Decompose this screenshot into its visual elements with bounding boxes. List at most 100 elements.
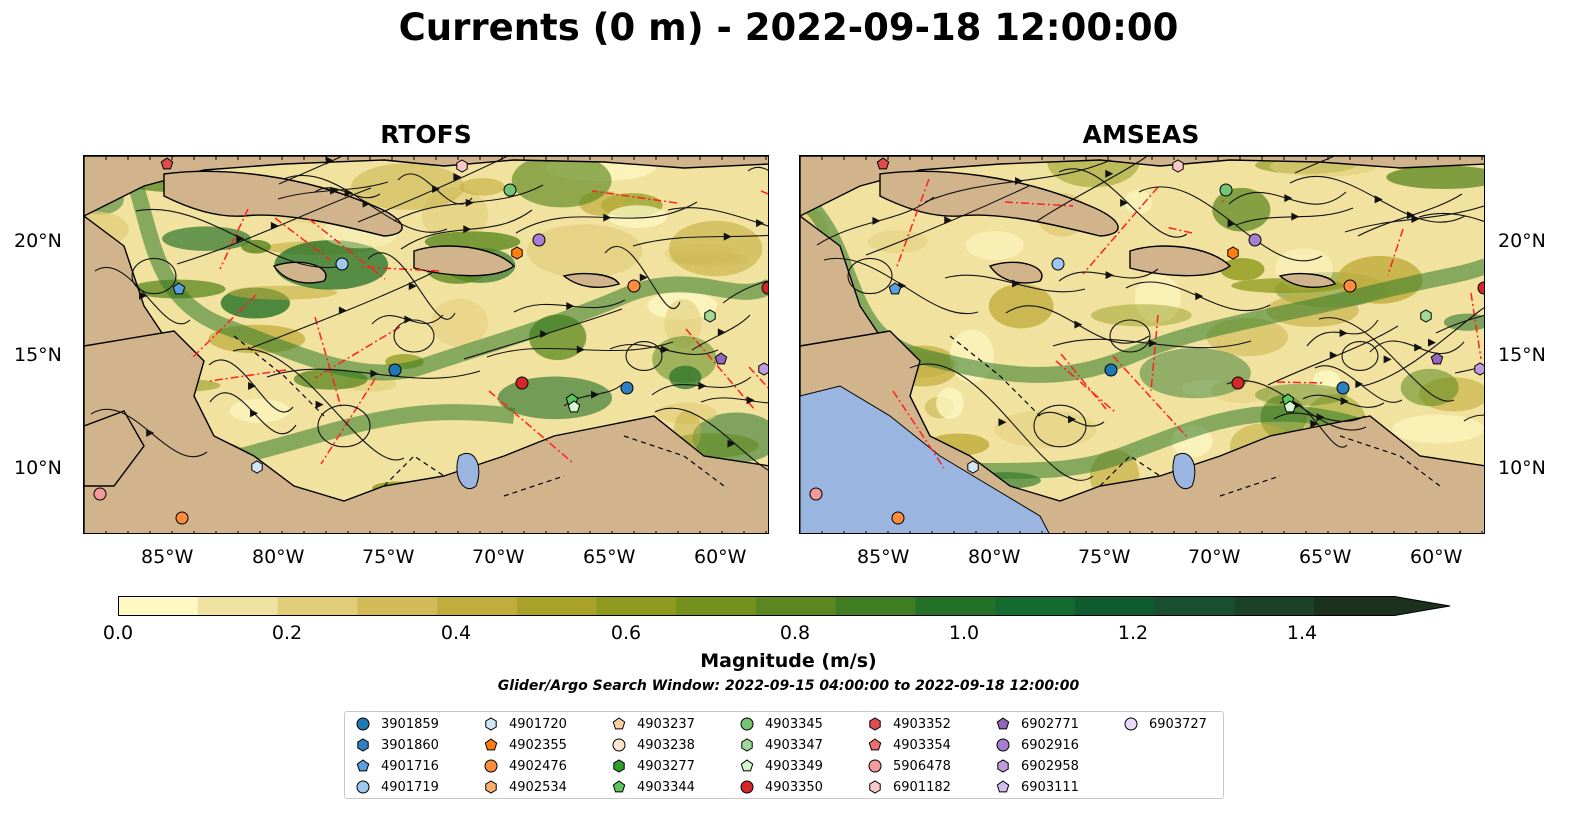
float-marker-pentagon	[172, 282, 186, 295]
current-magnitude-patch	[1047, 156, 1140, 188]
eez-boundary	[209, 369, 287, 382]
float-marker-pentagon	[356, 759, 370, 772]
lon-tick-label: 80°W	[252, 546, 305, 568]
current-magnitude-patch	[1091, 304, 1192, 327]
colorbar	[118, 596, 1451, 616]
eez-boundary	[1055, 360, 1116, 413]
current-magnitude-patch	[1210, 379, 1272, 403]
current-streamline	[1463, 414, 1484, 422]
float-marker-circle	[996, 738, 1010, 752]
land-mass	[413, 245, 516, 277]
float-marker-hexagon	[997, 759, 1009, 773]
streamline-arrow-icon	[370, 369, 379, 378]
current-streamline	[1318, 317, 1455, 402]
legend-marker-icon	[612, 738, 626, 752]
streamline-arrow-icon	[270, 221, 279, 230]
figure-title: Currents (0 m) - 2022-09-18 12:00:00	[398, 6, 1179, 49]
map-canvas	[84, 156, 768, 533]
legend-label: 4901716	[381, 758, 439, 774]
float-marker-pentagon	[996, 717, 1010, 730]
legend-label: 4903349	[765, 758, 823, 774]
legend-marker-icon	[740, 717, 754, 731]
colorbar-segment	[995, 596, 1076, 616]
float-marker-pentagon	[876, 157, 890, 170]
legend-item: 4901716	[355, 756, 439, 776]
current-magnitude-patch	[229, 398, 290, 423]
map-panel-amseas[interactable]	[799, 155, 1485, 534]
colorbar-segment	[676, 596, 757, 616]
legend-label: 5906478	[893, 758, 951, 774]
streamline-arrow-icon	[1414, 343, 1423, 352]
lon-tick-label: 75°W	[1078, 546, 1131, 568]
streamline-arrow-icon	[717, 328, 726, 337]
legend-label: 4901719	[381, 779, 439, 795]
legend-marker-icon	[996, 738, 1010, 752]
country-border	[949, 335, 1041, 417]
float-marker-circle	[761, 281, 768, 295]
float-marker-circle	[1104, 363, 1118, 377]
float-marker-circle	[503, 183, 517, 197]
streamline-arrow-icon	[146, 428, 155, 437]
eez-boundary	[274, 217, 331, 261]
colorbar-tick-label: 0.6	[610, 622, 642, 644]
float-marker-circle	[809, 487, 823, 501]
current-magnitude-patch	[1400, 368, 1459, 407]
legend-item: 4902534	[483, 777, 567, 797]
float-marker-circle	[1051, 257, 1065, 271]
streamline-arrow-icon	[661, 345, 670, 354]
eez-boundary	[685, 328, 756, 411]
float-marker-pentagon	[996, 780, 1010, 793]
streamline-arrow-icon	[944, 216, 953, 225]
legend-item: 3901859	[355, 714, 439, 734]
streamline-arrow-icon	[1428, 338, 1437, 347]
panel-title-amseas: AMSEAS	[1082, 120, 1200, 149]
map-panel-rtofs[interactable]	[83, 155, 769, 534]
eez-boundary	[892, 390, 945, 469]
lon-tick-label: 65°W	[1299, 546, 1352, 568]
legend-marker-icon	[996, 780, 1010, 793]
eddy-streamline	[847, 257, 893, 295]
float-marker-circle	[1477, 281, 1484, 295]
float-marker-pentagon	[612, 717, 626, 730]
float-marker-pentagon	[1283, 400, 1297, 413]
streamline-arrow-icon	[727, 439, 736, 448]
float-marker-hexagon	[758, 362, 768, 376]
country-border	[1099, 455, 1161, 487]
legend-marker-icon	[741, 738, 753, 752]
legend-marker-icon	[997, 759, 1009, 773]
legend-item: 4901719	[355, 777, 439, 797]
streamline-arrow-icon	[1355, 380, 1364, 389]
eez-boundary	[1470, 292, 1482, 360]
streamline-arrow-icon	[998, 418, 1007, 427]
float-marker-hexagon	[485, 717, 497, 731]
current-magnitude-patch	[431, 298, 488, 348]
eddy-streamline	[131, 257, 177, 295]
float-marker-circle	[1124, 717, 1138, 731]
streamline-arrow-icon	[576, 345, 585, 354]
streamline-arrow-icon	[338, 306, 347, 315]
current-streamline	[1435, 314, 1484, 334]
float-marker-hexagon	[511, 246, 523, 260]
colorbar-tick-label: 1.4	[1286, 622, 1318, 644]
current-magnitude-patch	[867, 230, 928, 254]
current-magnitude-patch	[526, 224, 643, 278]
panel-title-rtofs: RTOFS	[380, 120, 472, 149]
land-mass	[562, 272, 621, 288]
streamline-arrow-icon	[139, 291, 148, 300]
legend-label: 4903238	[637, 737, 695, 753]
legend-marker-icon	[356, 780, 370, 794]
strong-current-band	[116, 156, 768, 381]
float-marker-circle	[627, 279, 641, 293]
eez-boundary	[320, 378, 376, 465]
colorbar-label: Magnitude (m/s)	[700, 650, 877, 672]
legend-label: 6902771	[1021, 716, 1079, 732]
legend-label: 4903347	[765, 737, 823, 753]
legend-item: 4902476	[483, 756, 567, 776]
streamline-arrow-icon	[1310, 419, 1319, 428]
eddy-streamline	[1341, 341, 1379, 371]
streamline-arrow-icon	[1195, 292, 1204, 301]
float-marker-circle	[532, 233, 546, 247]
land-mass	[163, 170, 403, 237]
colorbar-segment	[197, 596, 279, 616]
lat-tick-label: 10°N	[14, 457, 62, 479]
